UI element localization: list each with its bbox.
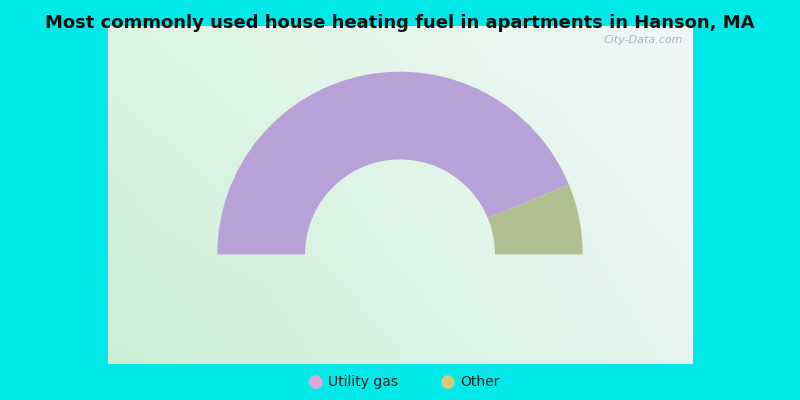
Wedge shape xyxy=(218,72,569,254)
Text: Most commonly used house heating fuel in apartments in Hanson, MA: Most commonly used house heating fuel in… xyxy=(46,14,754,32)
Text: Other: Other xyxy=(460,375,499,389)
Text: ●: ● xyxy=(440,373,456,391)
Wedge shape xyxy=(488,184,582,254)
Text: ●: ● xyxy=(308,373,324,391)
Text: Utility gas: Utility gas xyxy=(328,375,398,389)
Text: City-Data.com: City-Data.com xyxy=(604,35,683,45)
